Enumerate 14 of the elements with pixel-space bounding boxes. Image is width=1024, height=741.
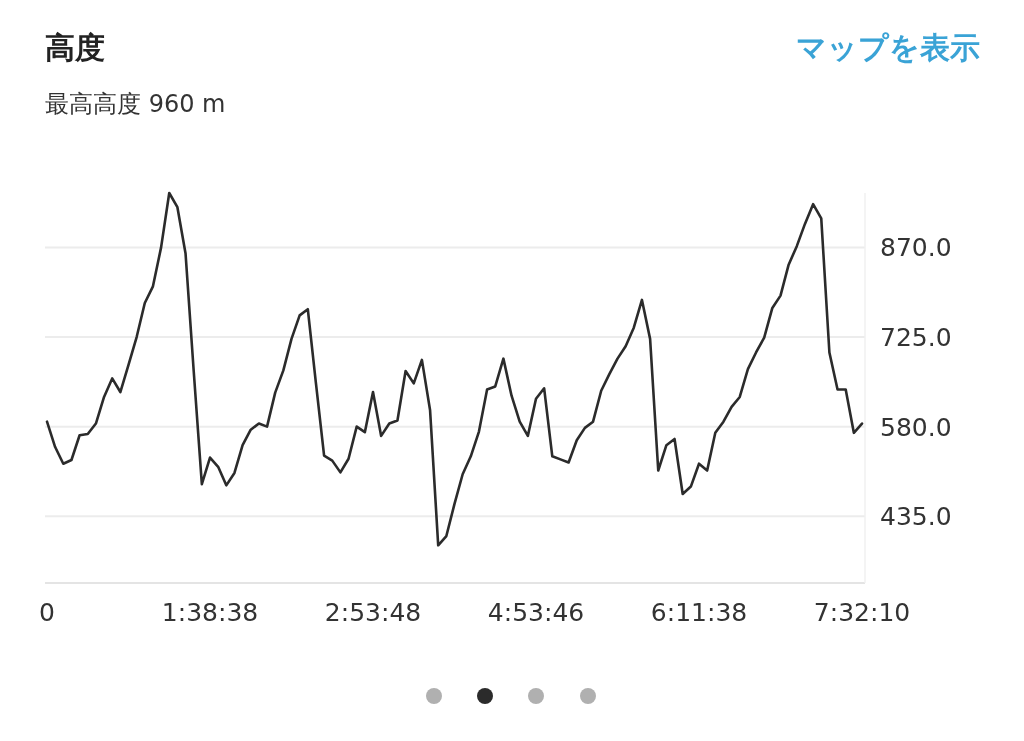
chart-subtitle: 最高高度 960 m [45,90,226,118]
y-tick-label: 725.0 [880,323,952,353]
x-tick-label: 4:53:46 [487,598,585,627]
line-series [45,191,864,547]
x-tick-label: 2:53:48 [324,598,422,627]
y-tick-label: 870.0 [880,233,952,263]
text: マップを表示 [796,30,980,65]
x-tick-label: 7:32:10 [813,598,911,627]
y-tick-label: 580.0 [880,412,952,442]
x-tick-label: 6:11:38 [650,598,748,627]
x-tick-label: 1:38:38 [161,598,259,627]
x-tick-label: 0 [39,598,55,627]
y-tick-label: 435.0 [880,502,952,532]
chart-title: 高度 [45,30,105,65]
